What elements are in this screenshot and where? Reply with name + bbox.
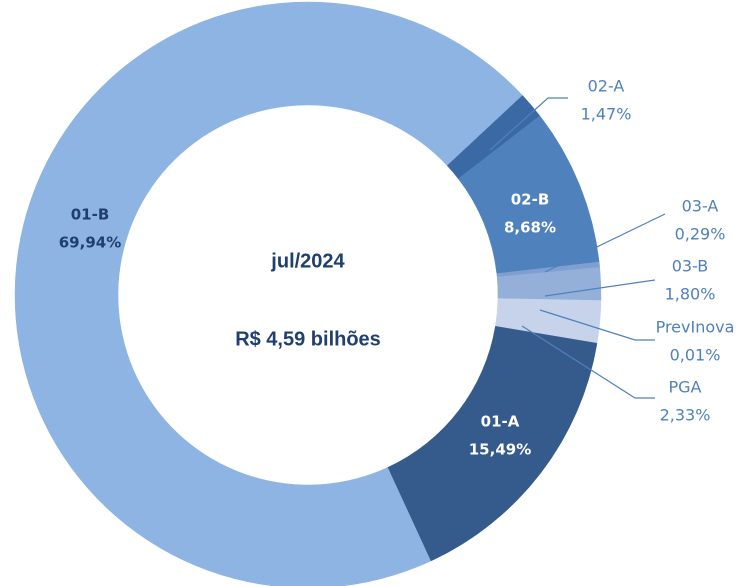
value-label: 1,47%	[581, 105, 632, 124]
segment-name: 02-B	[511, 191, 550, 209]
center-label: jul/2024	[270, 250, 345, 272]
leader-line	[539, 309, 655, 341]
value-label: 15,49%	[469, 441, 531, 459]
segment-name: 03-B	[672, 257, 709, 276]
segment	[14, 1, 523, 586]
segment-name: 01-A	[481, 413, 520, 431]
value-label: 8,68%	[504, 219, 556, 237]
leader-line	[489, 97, 568, 151]
leader-line	[544, 213, 666, 273]
segment-name: 03-A	[682, 197, 719, 216]
segment-name: 02-A	[588, 77, 625, 96]
leader-line	[544, 279, 656, 297]
value-label: 69,94%	[59, 234, 121, 252]
leader-line	[521, 325, 655, 399]
donut	[14, 1, 602, 586]
center-label: R$ 4,59 bilhões	[235, 328, 381, 350]
segment-name: PrevInova	[656, 318, 735, 337]
value-label: 1,80%	[665, 285, 716, 304]
value-label: 2,33%	[660, 406, 711, 425]
value-label: 0,29%	[675, 225, 726, 244]
segment-name: PGA	[669, 378, 702, 397]
value-label: 0,01%	[670, 346, 721, 365]
segment-name: 01-B	[71, 206, 110, 224]
